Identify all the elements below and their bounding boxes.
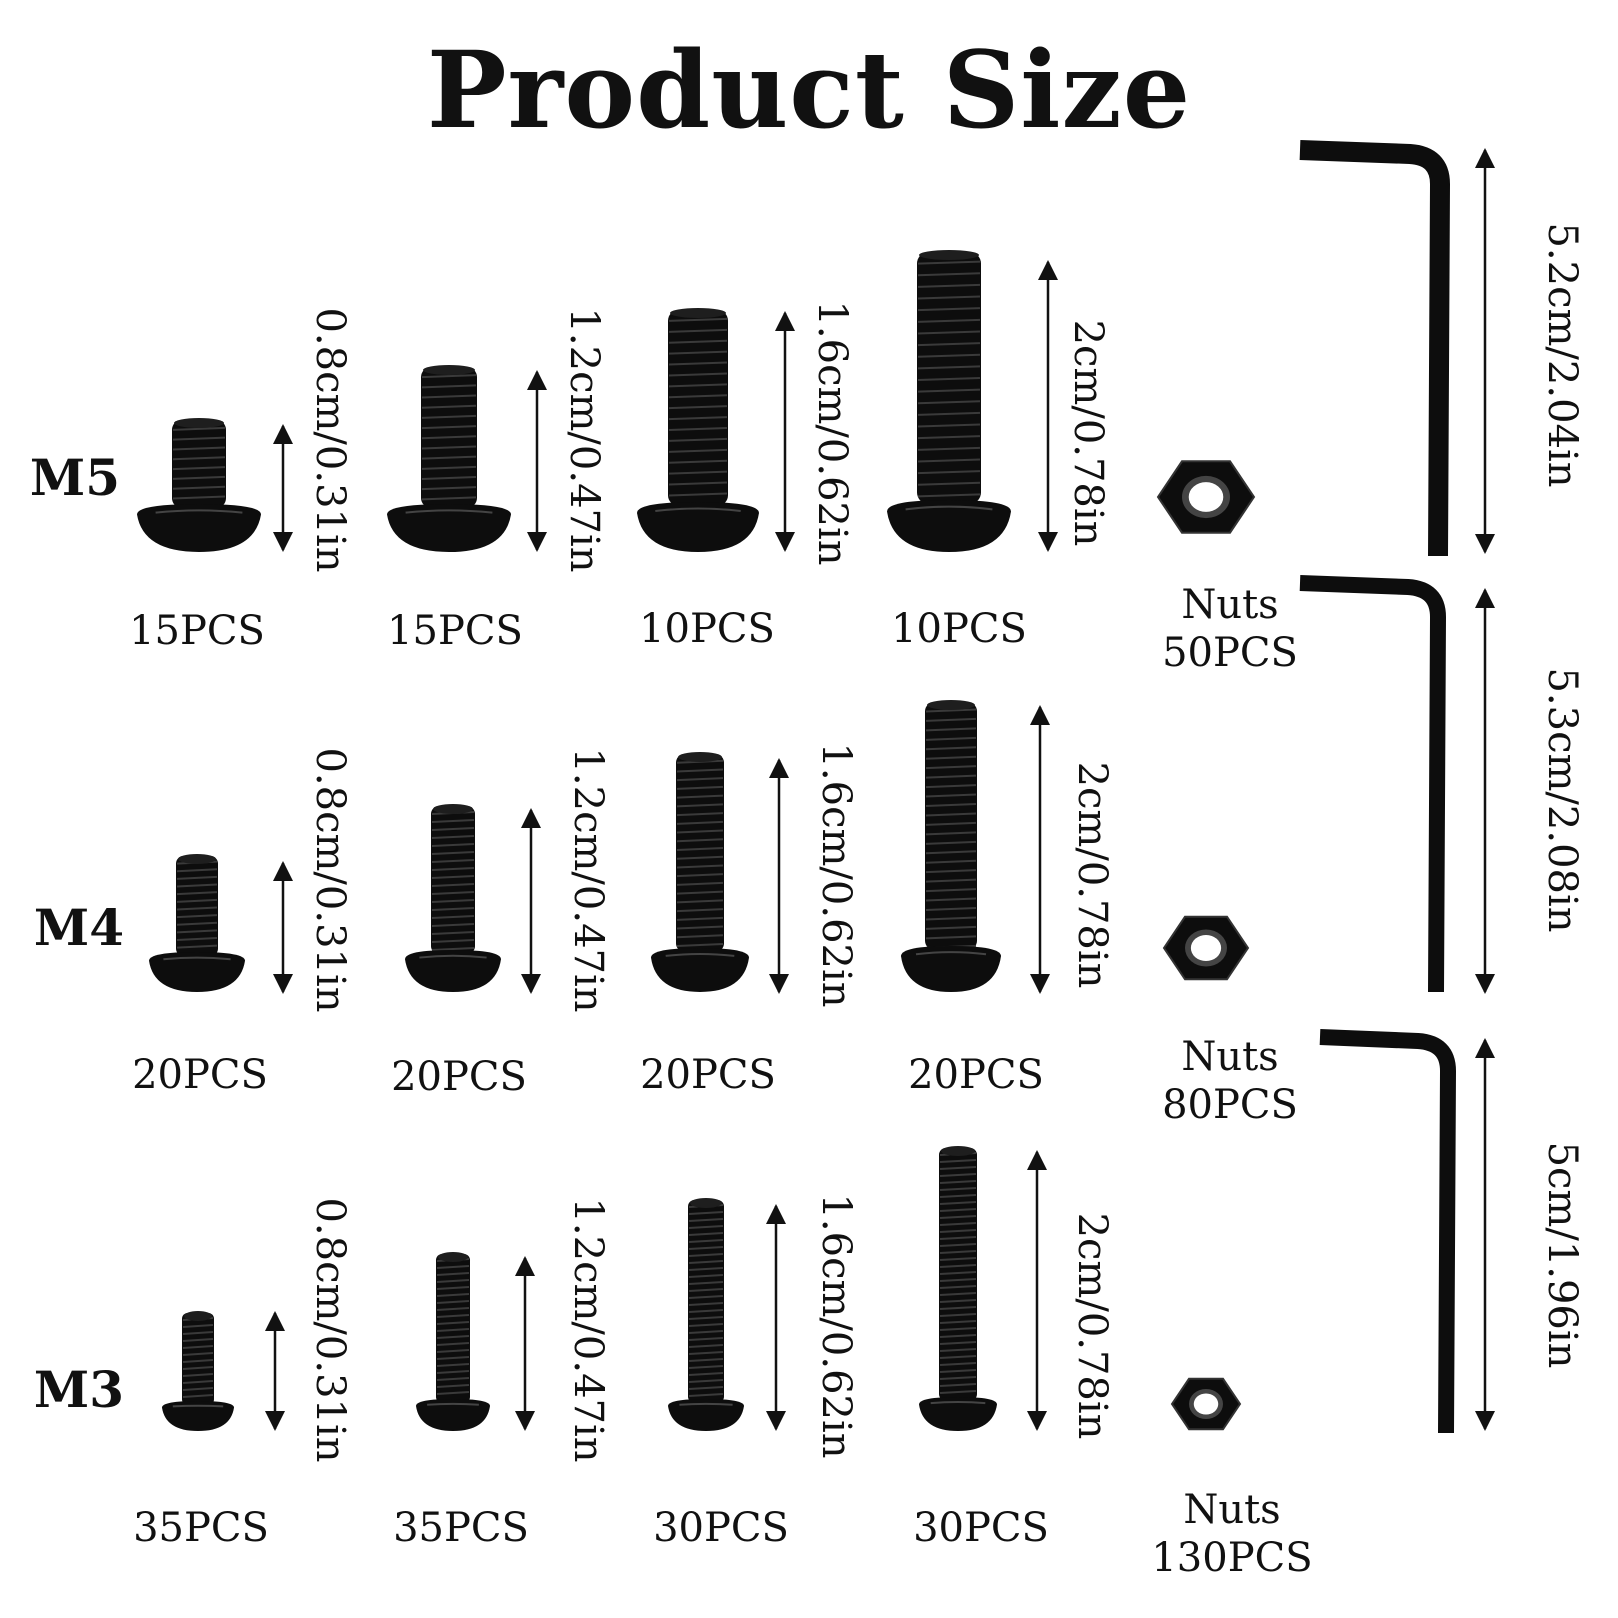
hex-nut bbox=[1162, 915, 1250, 981]
wrench-dimension: 5.2cm/2.04in bbox=[1539, 222, 1585, 488]
button-head-screw bbox=[149, 854, 245, 992]
screw-quantity: 15PCS bbox=[387, 608, 523, 654]
screw-quantity: 20PCS bbox=[908, 1052, 1044, 1098]
hex-nut bbox=[1170, 1377, 1242, 1431]
button-head-screw bbox=[137, 418, 261, 552]
screw-dimension: 2cm/0.78in bbox=[1069, 1212, 1115, 1440]
button-head-screw bbox=[162, 1311, 234, 1431]
hex-nut bbox=[1156, 460, 1256, 534]
nuts-label: Nuts bbox=[1183, 1487, 1281, 1533]
button-head-screw bbox=[668, 1198, 744, 1431]
screw-quantity: 10PCS bbox=[639, 606, 775, 652]
button-head-screw bbox=[387, 365, 511, 552]
screw-quantity: 20PCS bbox=[640, 1052, 776, 1098]
row-label-m4: M4 bbox=[33, 898, 125, 957]
row-label-m5: M5 bbox=[29, 448, 121, 507]
screw-quantity: 30PCS bbox=[653, 1505, 789, 1551]
screw-dimension: 1.2cm/0.47in bbox=[565, 1197, 611, 1463]
hex-key-wrench bbox=[1319, 1029, 1456, 1434]
button-head-screw bbox=[919, 1146, 997, 1431]
button-head-screw bbox=[887, 250, 1011, 552]
hex-key-wrench bbox=[1299, 575, 1446, 993]
row-label-m3: M3 bbox=[33, 1360, 125, 1419]
screw-dimension: 0.8cm/0.31in bbox=[307, 747, 353, 1013]
screw-quantity: 30PCS bbox=[913, 1505, 1049, 1551]
screw-dimension: 1.2cm/0.47in bbox=[561, 307, 607, 573]
nuts-label: Nuts bbox=[1181, 1034, 1279, 1080]
wrench-dimension: 5.3cm/2.08in bbox=[1539, 667, 1585, 933]
wrench-dimension: 5cm/1.96in bbox=[1539, 1141, 1585, 1369]
screw-quantity: 20PCS bbox=[391, 1054, 527, 1100]
screw-quantity: 10PCS bbox=[891, 606, 1027, 652]
page-title: Product Size bbox=[426, 27, 1192, 152]
screw-dimension: 0.8cm/0.31in bbox=[307, 1197, 353, 1463]
button-head-screw bbox=[651, 752, 749, 992]
button-head-screw bbox=[637, 308, 759, 552]
nuts-quantity: 130PCS bbox=[1151, 1535, 1313, 1581]
nuts-quantity: 50PCS bbox=[1162, 630, 1298, 676]
screw-quantity: 20PCS bbox=[132, 1052, 268, 1098]
screw-dimension: 2cm/0.78in bbox=[1069, 761, 1115, 989]
screw-quantity: 15PCS bbox=[129, 608, 265, 654]
screw-dimension: 2cm/0.78in bbox=[1065, 319, 1111, 547]
screw-dimension: 1.6cm/0.62in bbox=[813, 742, 859, 1008]
screw-quantity: 35PCS bbox=[133, 1505, 269, 1551]
button-head-screw bbox=[416, 1252, 490, 1431]
screw-dimension: 1.2cm/0.47in bbox=[565, 747, 611, 1013]
screw-quantity: 35PCS bbox=[393, 1505, 529, 1551]
button-head-screw bbox=[405, 804, 501, 992]
screw-dimension: 1.6cm/0.62in bbox=[809, 300, 855, 566]
screw-dimension: 0.8cm/0.31in bbox=[307, 307, 353, 573]
nuts-quantity: 80PCS bbox=[1162, 1082, 1298, 1128]
nuts-label: Nuts bbox=[1181, 582, 1279, 628]
button-head-screw bbox=[901, 700, 1001, 992]
hex-key-wrench bbox=[1299, 140, 1450, 557]
screw-dimension: 1.6cm/0.62in bbox=[813, 1193, 859, 1459]
